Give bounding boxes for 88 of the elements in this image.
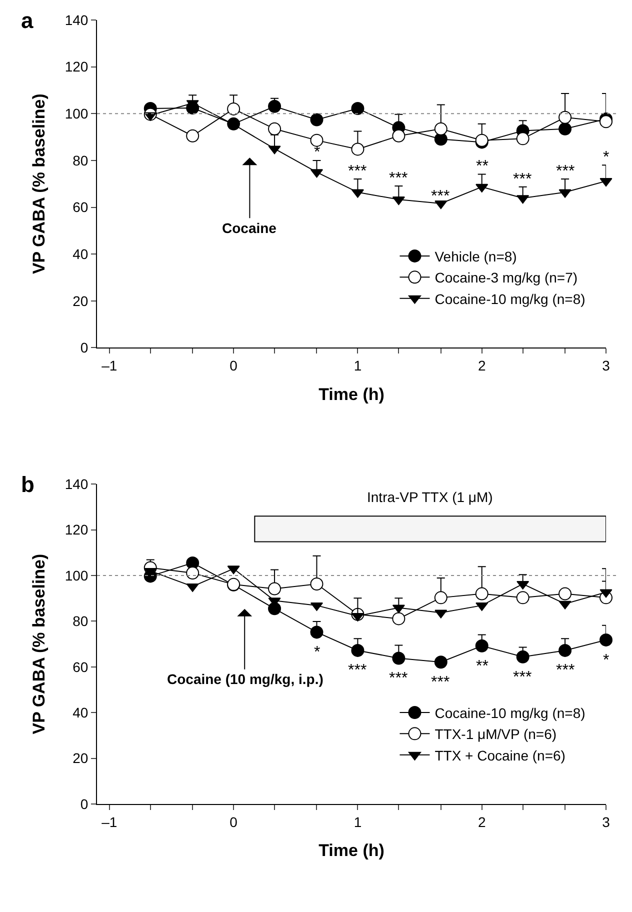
annotation: * <box>314 644 320 661</box>
y-tick-label: 20 <box>72 292 88 309</box>
x-tick-label: 0 <box>230 814 238 830</box>
band-label: Intra-VP TTX (1 μM) <box>367 489 493 505</box>
point <box>268 100 282 113</box>
text: b <box>21 472 34 497</box>
x-tick-label: 3 <box>602 814 610 830</box>
point <box>186 129 200 142</box>
point <box>434 591 448 604</box>
annotation: *** <box>513 171 532 188</box>
annotation: *** <box>556 163 575 180</box>
y-tick-label: 120 <box>64 522 88 538</box>
annotation: *** <box>389 170 408 187</box>
y-tick-label: 140 <box>64 12 88 28</box>
point <box>558 644 572 657</box>
y-tick-label: 40 <box>72 246 88 262</box>
y-tick-label: 100 <box>64 106 88 122</box>
y-tick-label: 40 <box>72 704 88 721</box>
x-tick-label: 0 <box>230 358 238 374</box>
point <box>351 644 364 657</box>
y-tick-label: 100 <box>64 567 88 584</box>
x-tick-label: 2 <box>478 814 486 830</box>
point <box>434 656 448 669</box>
text: a <box>21 8 34 33</box>
point <box>186 566 200 580</box>
annotation: *** <box>431 674 450 691</box>
y-tick-label: 60 <box>72 199 88 216</box>
annotation: *** <box>513 669 532 686</box>
annotation: * <box>603 652 610 669</box>
point <box>351 142 364 156</box>
legend-label: TTX-1 μM/VP (n=6) <box>434 726 557 742</box>
point <box>516 591 530 604</box>
x-axis-title: Time (h) <box>318 384 384 404</box>
x-tick-label: –1 <box>102 358 118 374</box>
annotation: ** <box>476 658 488 675</box>
annotation: ** <box>476 158 488 175</box>
point <box>268 122 282 136</box>
point <box>310 577 324 590</box>
point <box>558 110 572 124</box>
point <box>310 626 324 639</box>
x-tick-label: 1 <box>354 358 362 374</box>
legend-label: Vehicle (n=8) <box>434 248 517 264</box>
point <box>310 134 324 147</box>
annotation: *** <box>348 163 367 180</box>
y-axis-title: VP GABA (% baseline) <box>29 554 48 734</box>
annotation: * <box>603 149 610 166</box>
point <box>227 102 240 116</box>
y-tick-label: 20 <box>72 750 88 766</box>
point <box>600 115 612 128</box>
x-tick-label: 3 <box>602 358 610 374</box>
y-tick-label: 120 <box>64 58 88 75</box>
y-tick-label: 0 <box>80 796 88 812</box>
point <box>434 122 448 136</box>
point <box>392 129 406 142</box>
point <box>516 132 530 146</box>
annotation: *** <box>431 188 450 205</box>
point <box>558 587 572 600</box>
point <box>600 633 612 646</box>
x-tick-label: 1 <box>354 814 362 830</box>
legend-label: Cocaine-10 mg/kg (n=8) <box>434 290 586 307</box>
y-tick-label: 60 <box>72 658 88 675</box>
point <box>558 122 572 136</box>
point <box>392 612 406 626</box>
point <box>475 587 488 600</box>
point <box>268 582 282 596</box>
legend-label: Cocaine-3 mg/kg (n=7) <box>434 270 578 286</box>
annotation: * <box>314 144 320 161</box>
point <box>351 102 364 115</box>
y-axis-title: VP GABA (% baseline) <box>29 94 48 274</box>
annotation: *** <box>389 670 408 687</box>
y-tick-label: 0 <box>80 340 88 356</box>
x-axis-title: Time (h) <box>318 841 384 860</box>
point <box>516 650 530 664</box>
point <box>392 652 406 665</box>
legend-label: TTX + Cocaine (n=6) <box>434 747 566 764</box>
point <box>475 639 488 652</box>
annotation: *** <box>348 662 367 679</box>
y-tick-label: 80 <box>72 613 88 630</box>
legend-label: Cocaine-10 mg/kg (n=8) <box>434 704 586 721</box>
annotation: Cocaine <box>222 220 277 236</box>
point <box>310 113 324 126</box>
x-tick-label: 2 <box>478 358 486 374</box>
x-tick-label: –1 <box>102 814 118 830</box>
annotation: *** <box>556 662 575 679</box>
y-tick-label: 80 <box>72 152 88 168</box>
point <box>268 602 282 616</box>
y-tick-label: 140 <box>64 476 88 492</box>
annotation: Cocaine (10 mg/kg, i.p.) <box>167 671 324 687</box>
